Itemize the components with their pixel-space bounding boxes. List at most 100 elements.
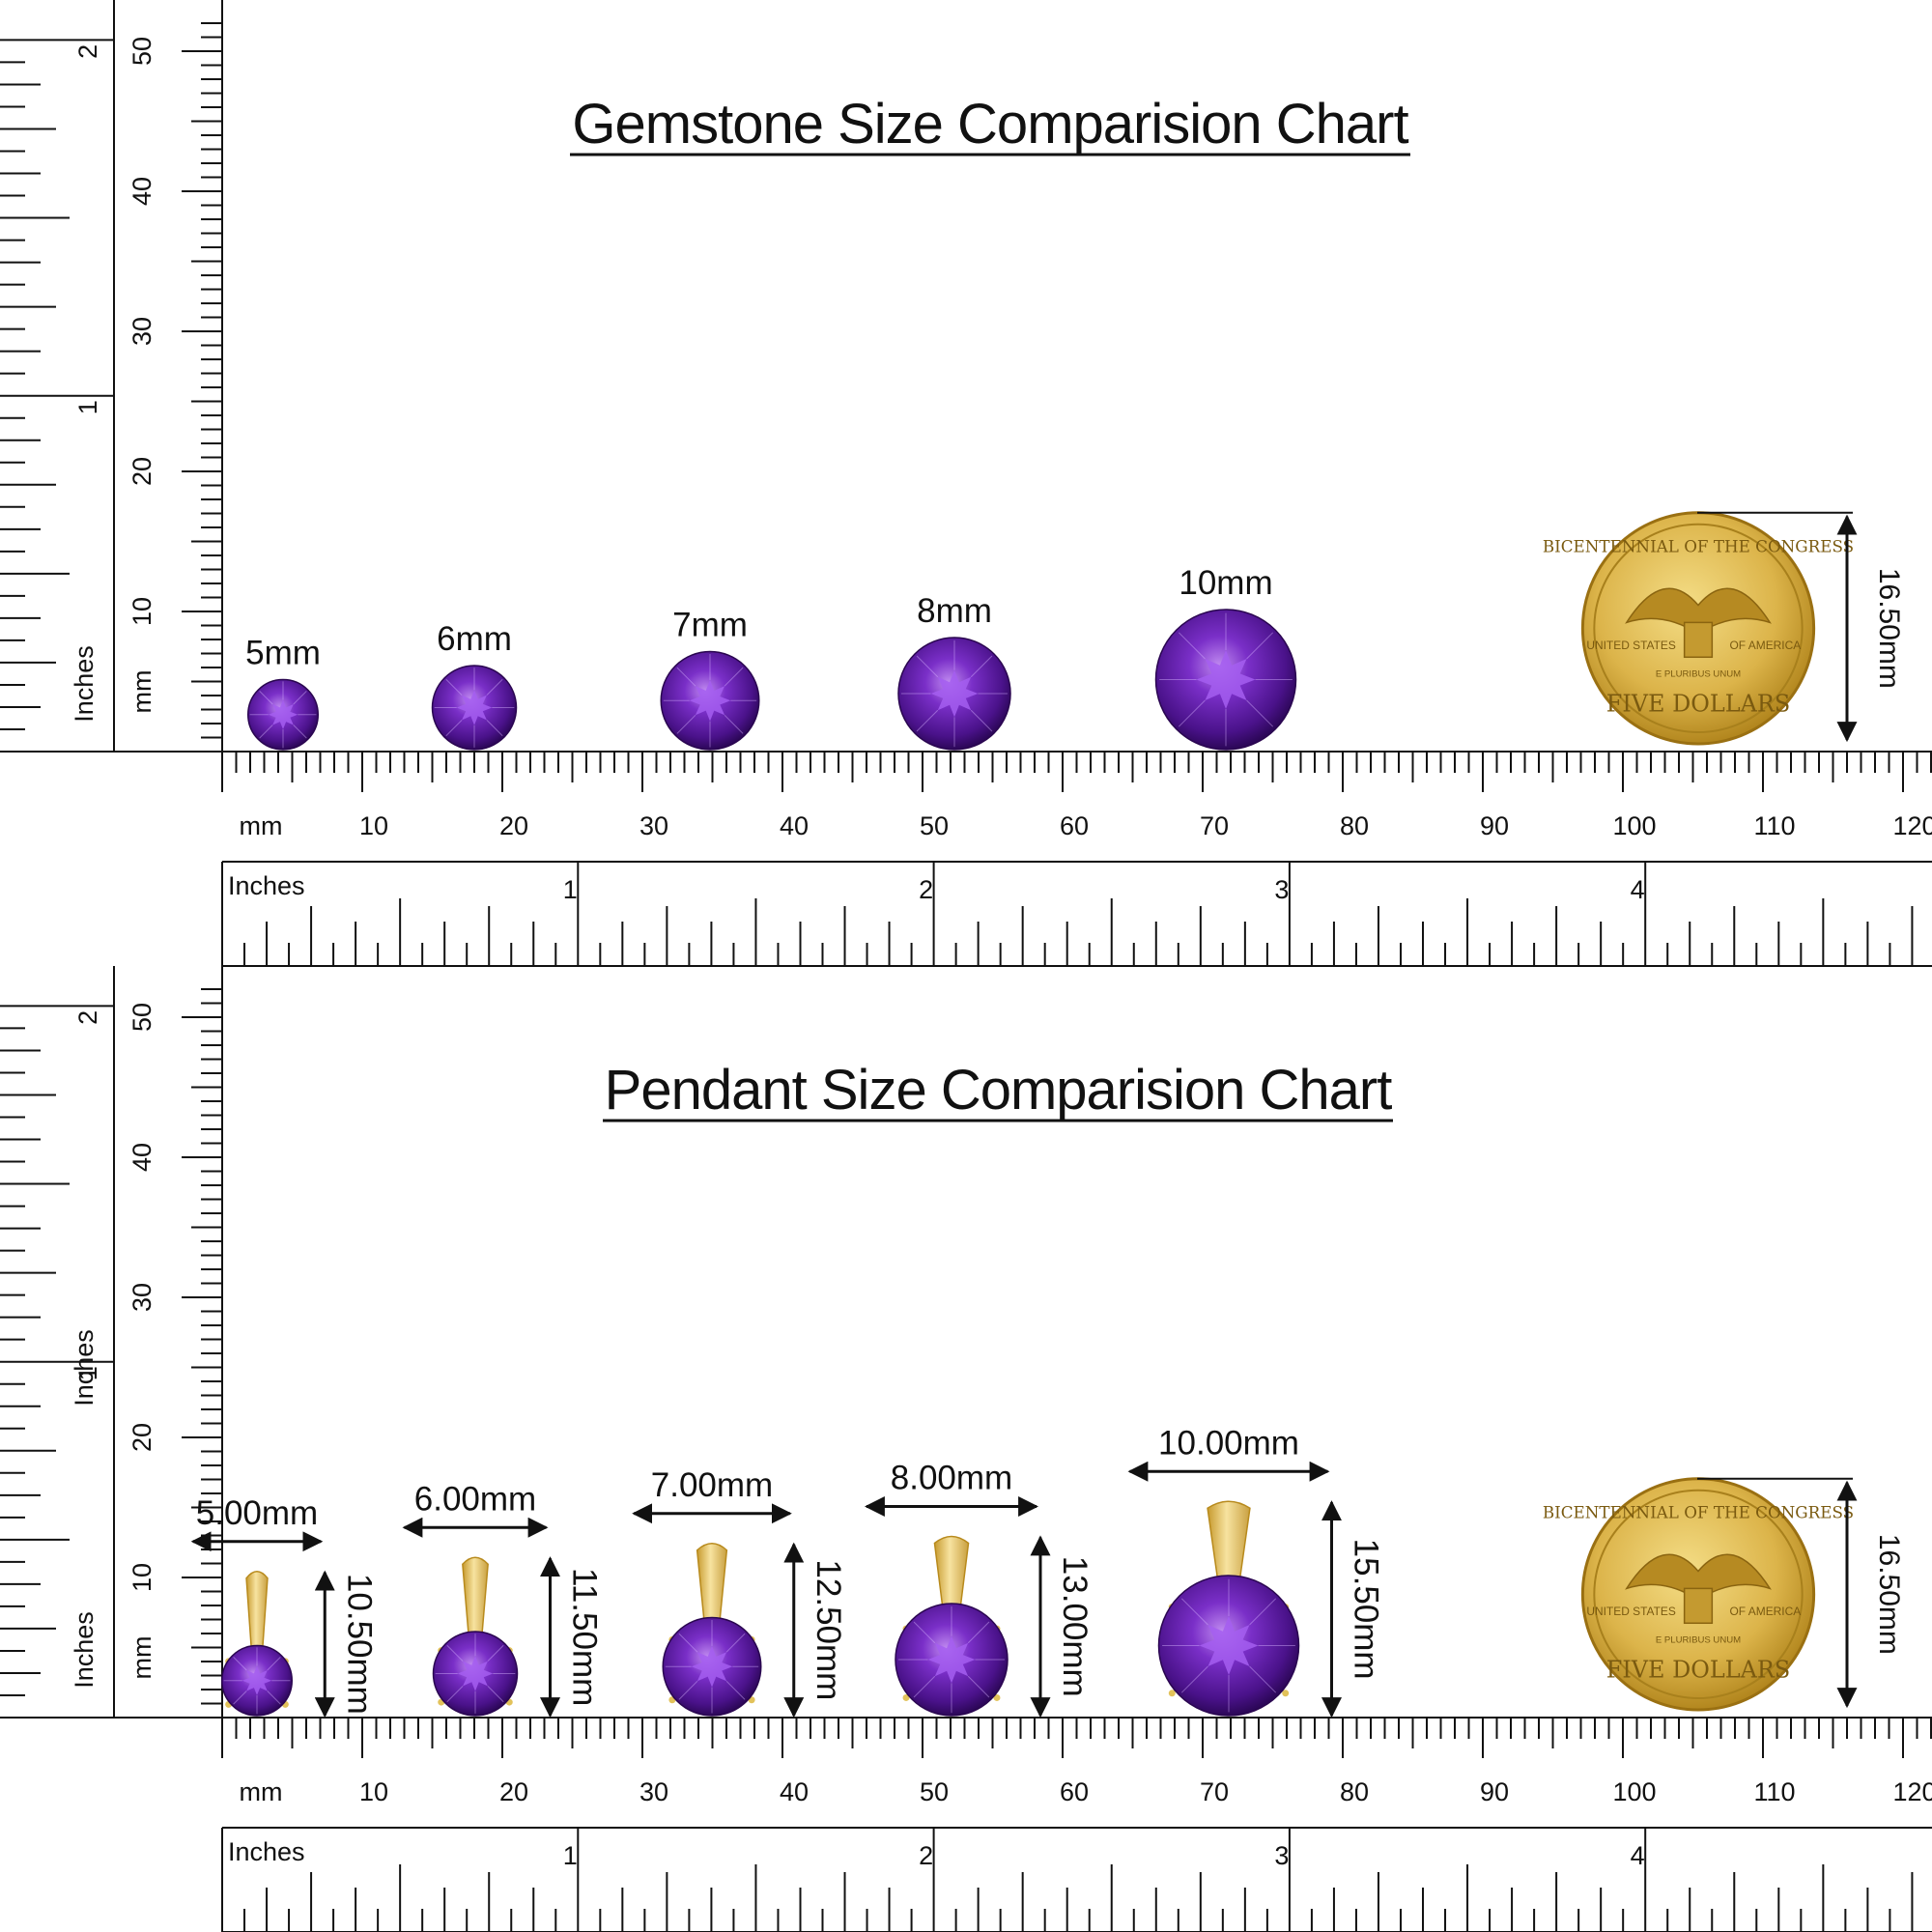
- coin: BICENTENNIAL OF THE CONGRESS FIVE DOLLARS…: [1543, 511, 1854, 746]
- gem-stone: [247, 678, 319, 751]
- pendant: 7.00mm 12.50mm: [632, 1466, 847, 1719]
- pendant: 8.00mm 13.00mm: [864, 1460, 1094, 1719]
- pendant-bail: [462, 1556, 489, 1638]
- horizontal-ruler: mm 10 20 30 40 50 60 70 80 90 100 110 120 Inches 1 2 3 4: [221, 1717, 1932, 1932]
- v-inch-tick-label: 1: [73, 1366, 102, 1380]
- h-mm-tick-label: 60: [1060, 811, 1089, 840]
- v-inch-tick-label: 2: [73, 44, 102, 59]
- h-mm-tick-label: 70: [1200, 1777, 1229, 1806]
- coin-top-text: BICENTENNIAL OF THE CONGRESS: [1543, 536, 1854, 555]
- width-dim-label: 8.00mm: [891, 1460, 1012, 1497]
- vertical-ruler: 10 20 30 40 50 1 2 mm Inches: [0, 0, 223, 753]
- pendant: 10.00mm 15.50mm: [1127, 1424, 1385, 1719]
- chart-title: Pendant Size Comparision Chart: [605, 1059, 1393, 1122]
- gem-stone: [431, 665, 518, 751]
- gem-size-label: 5mm: [245, 635, 321, 672]
- v-mm-tick-label: 20: [128, 1423, 156, 1452]
- pendant-gem: [1157, 1575, 1300, 1717]
- v-mm-tick-label: 30: [128, 1283, 156, 1312]
- v-inch-unit-label: Inches: [70, 1611, 99, 1689]
- horizontal-ruler: mm 10 20 30 40 50 60 70 80 90 100 110 120 Inches 1 2 3 4: [221, 751, 1932, 967]
- gem-facet-line: [913, 1675, 936, 1698]
- h-inch-tick-label: 4: [1631, 875, 1645, 904]
- gem-facet: [689, 679, 731, 722]
- gem-size-label: 6mm: [437, 620, 512, 658]
- v-mm-tick-label: 40: [128, 1143, 156, 1172]
- gem-facet-line: [967, 1621, 990, 1644]
- h-mm-unit-label: mm: [240, 1777, 283, 1806]
- coin-top-text: BICENTENNIAL OF THE CONGRESS: [1543, 1502, 1854, 1521]
- pendant-bail: [933, 1535, 970, 1610]
- gem-facet-line: [676, 714, 696, 734]
- coin-bottom-text: FIVE DOLLARS: [1606, 691, 1791, 718]
- v-mm-tick-label: 10: [128, 1563, 156, 1592]
- gem-stone: [897, 637, 1011, 751]
- gem-facet-line: [233, 1657, 247, 1671]
- gem-facet-line: [724, 714, 744, 734]
- h-mm-tick-label: 120: [1892, 811, 1932, 840]
- h-mm-tick-label: 20: [499, 1777, 528, 1806]
- coin-left-text: UNITED STATES: [1586, 1605, 1676, 1618]
- pendant-gem: [895, 1603, 1009, 1717]
- gem-facet-line: [970, 655, 993, 678]
- height-dim-label: 15.50mm: [1348, 1539, 1385, 1680]
- gem-facet-line: [676, 667, 696, 687]
- v-mm-tick-label: 40: [128, 177, 156, 206]
- gem-facet-line: [724, 667, 744, 687]
- h-inch-tick-label: 1: [563, 875, 578, 904]
- v-inch-unit-label: Inches: [70, 645, 99, 723]
- h-mm-tick-label: 70: [1200, 811, 1229, 840]
- pendant-bail: [245, 1571, 269, 1653]
- gem-facet-line: [1246, 632, 1274, 660]
- gem-facet-line: [293, 691, 307, 705]
- v-inch-tick-label: 1: [73, 400, 102, 414]
- gem-facet-line: [445, 678, 463, 696]
- v-mm-tick-label: 10: [128, 597, 156, 626]
- coin-motto-text: E PLURIBUS UNUM: [1656, 669, 1741, 680]
- h-inch-tick-label: 2: [919, 1841, 933, 1870]
- gem-facet-line: [678, 1633, 698, 1653]
- v-mm-tick-label: 30: [128, 317, 156, 346]
- gem-facet-line: [267, 1690, 281, 1705]
- coin-right-text: OF AMERICA: [1730, 639, 1802, 652]
- gem-facet-line: [445, 720, 463, 737]
- gem-facet-line: [259, 724, 273, 739]
- pendant-gem: [432, 1631, 519, 1717]
- gem-facet: [930, 669, 979, 718]
- coin-left-text: UNITED STATES: [1586, 639, 1676, 652]
- pendant: 5.00mm 10.50mm: [190, 1494, 378, 1719]
- gem-facet: [1199, 1616, 1259, 1675]
- chart-title: Gemstone Size Comparision Chart: [572, 93, 1408, 156]
- gem-facet-line: [1178, 699, 1206, 727]
- gem-facet-line: [267, 1657, 281, 1671]
- gem-facet: [242, 1665, 272, 1695]
- h-inch-tick-label: 2: [919, 875, 933, 904]
- h-mm-tick-label: 100: [1612, 811, 1656, 840]
- gem-facet-line: [1180, 1598, 1208, 1626]
- gem-facet-line: [1249, 1665, 1277, 1693]
- prong: [1168, 1690, 1176, 1697]
- gem-facet: [268, 699, 298, 729]
- gem-facet-line: [967, 1675, 990, 1698]
- gem-facet-line: [1178, 632, 1206, 660]
- vertical-ruler: 10 20 30 40 50 1 2 mm Inches Inches: [0, 966, 223, 1719]
- h-mm-tick-label: 40: [780, 1777, 809, 1806]
- gem-facet: [457, 1656, 494, 1691]
- gem-size-label: 8mm: [917, 592, 992, 630]
- height-dim-label: 13.00mm: [1056, 1556, 1094, 1697]
- gem-facet-line: [446, 1644, 464, 1662]
- h-mm-tick-label: 80: [1340, 811, 1369, 840]
- gem-facet-line: [725, 1633, 746, 1653]
- coin-rim: [1593, 1489, 1804, 1700]
- gem-size-label: 7mm: [672, 607, 748, 644]
- h-mm-tick-label: 100: [1612, 1777, 1656, 1806]
- gem-facet-line: [293, 724, 307, 739]
- gem-facet: [691, 1645, 733, 1688]
- pendant-gem: [662, 1616, 762, 1717]
- gem-facet-line: [486, 678, 503, 696]
- h-mm-tick-label: 90: [1480, 811, 1509, 840]
- gem-facet-line: [916, 655, 939, 678]
- h-mm-tick-label: 20: [499, 811, 528, 840]
- h-mm-tick-label: 10: [359, 811, 388, 840]
- building-icon: [1683, 621, 1714, 659]
